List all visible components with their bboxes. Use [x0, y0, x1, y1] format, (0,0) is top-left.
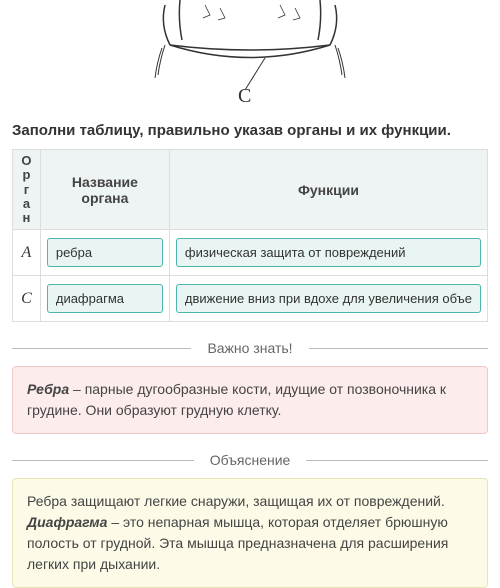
- organ-function-input[interactable]: движение вниз при вдохе для увеличения о…: [176, 284, 481, 313]
- row-letter: A: [13, 230, 41, 276]
- important-term: Ребра: [27, 381, 69, 397]
- important-text: – парные дугообразные кости, идущие от п…: [27, 381, 446, 418]
- explanation-line1: Ребра защищают легкие снаружи, защищая и…: [27, 493, 445, 509]
- organ-name-input[interactable]: диафрагма: [47, 284, 163, 313]
- explanation-term: Диафрагма: [27, 514, 107, 530]
- anatomy-diagram: C: [12, 0, 488, 110]
- table-row: A ребра физическая защита от повреждений: [13, 230, 488, 276]
- diagram-label-c: C: [238, 85, 251, 107]
- organ-name-input[interactable]: ребра: [47, 238, 163, 267]
- organ-function-input[interactable]: физическая защита от повреждений: [176, 238, 481, 267]
- divider-important: Важно знать!: [12, 340, 488, 356]
- organ-table: Орган Название органа Функции A ребра фи…: [12, 149, 488, 322]
- explanation-box: Ребра защищают легкие снаружи, защищая и…: [12, 478, 488, 588]
- important-box: Ребра – парные дугообразные кости, идущи…: [12, 366, 488, 434]
- header-functions: Функции: [169, 150, 487, 230]
- table-row: C диафрагма движение вниз при вдохе для …: [13, 276, 488, 322]
- instruction-text: Заполни таблицу, правильно указав органы…: [12, 122, 488, 139]
- divider-label: Объяснение: [194, 452, 307, 468]
- header-organ: Орган: [13, 150, 41, 230]
- row-letter: C: [13, 276, 41, 322]
- divider-explanation: Объяснение: [12, 452, 488, 468]
- divider-label: Важно знать!: [191, 340, 308, 356]
- header-name: Название органа: [40, 150, 169, 230]
